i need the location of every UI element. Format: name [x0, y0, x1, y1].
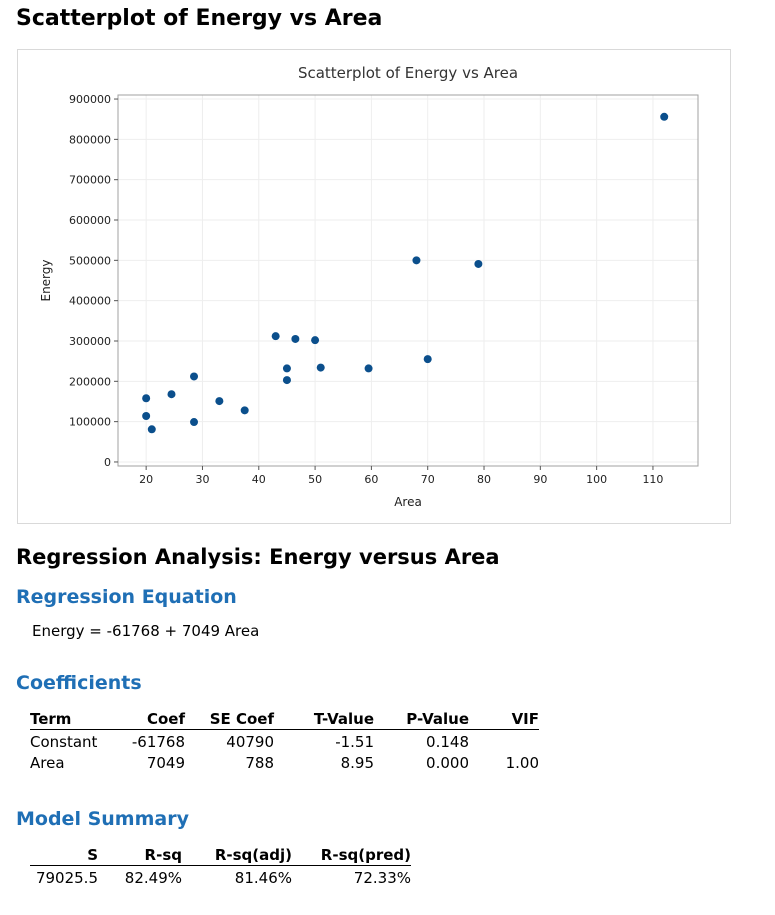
table-row: Area 7049 788 8.95 0.000 1.00 — [30, 751, 539, 772]
x-tick-label: 30 — [195, 473, 209, 486]
data-point — [412, 256, 421, 265]
x-tick-label: 60 — [364, 473, 378, 486]
y-tick-label: 600000 — [69, 214, 111, 227]
summary-cell: 82.49% — [124, 869, 182, 887]
data-point — [142, 394, 151, 403]
summary-header-r-sq-pred: R-sq(pred) — [292, 846, 411, 866]
x-tick-label: 70 — [421, 473, 435, 486]
data-point — [474, 259, 483, 268]
y-tick-label: 200000 — [69, 375, 111, 388]
page-title: Scatterplot of Energy vs Area — [16, 6, 383, 31]
y-tick-label: 500000 — [69, 254, 111, 267]
data-point — [190, 418, 199, 427]
coef-header-se-coef: SE Coef — [185, 710, 274, 730]
coef-cell: Area — [30, 754, 65, 772]
coef-cell: -61768 — [131, 733, 185, 751]
plot-frame — [117, 94, 699, 467]
regression-title: Regression Analysis: Energy versus Area — [16, 545, 500, 569]
model-summary-header-row: S R-sq R-sq(adj) R-sq(pred) — [30, 846, 411, 866]
regression-equation-heading: Regression Equation — [16, 586, 237, 608]
model-summary-table: S R-sq R-sq(adj) R-sq(pred) 79025.5 82.4… — [30, 846, 411, 887]
y-tick-label: 700000 — [69, 174, 111, 187]
regression-equation: Energy = -61768 + 7049 Area — [32, 622, 260, 640]
scatterplot-chart: Scatterplot of Energy vs Area 20 30 40 50 60 7… — [17, 49, 731, 524]
chart-title: Scatterplot of Energy vs Area — [298, 64, 518, 82]
coef-cell: 40790 — [226, 733, 274, 751]
coef-cell: 8.95 — [340, 754, 374, 772]
y-tick-label: 100000 — [69, 416, 111, 429]
y-axis-label: Energy — [39, 259, 53, 301]
y-tick-label: 0 — [104, 456, 111, 469]
data-point — [147, 425, 156, 434]
summary-header-r-sq: R-sq — [98, 846, 182, 866]
chart-svg: Scatterplot of Energy vs Area 20 30 40 50 60 7… — [39, 64, 699, 509]
data-point — [167, 390, 176, 399]
summary-cell: 81.46% — [234, 869, 292, 887]
x-tick-label: 40 — [252, 473, 266, 486]
coef-header-coef: Coef — [110, 710, 185, 730]
data-point — [423, 355, 432, 364]
data-point — [282, 376, 291, 385]
plot-area — [118, 95, 698, 466]
table-row: 79025.5 82.49% 81.46% 72.33% — [30, 866, 411, 887]
y-tick-label: 300000 — [69, 335, 111, 348]
y-tick-label: 400000 — [69, 295, 111, 308]
x-tick-label: 80 — [477, 473, 491, 486]
x-axis-label: Area — [394, 495, 422, 509]
data-point — [282, 364, 291, 373]
model-summary-heading: Model Summary — [16, 808, 189, 830]
data-point — [316, 363, 325, 372]
data-point — [142, 411, 151, 420]
x-tick-label: 100 — [586, 473, 607, 486]
x-tick-label: 50 — [308, 473, 322, 486]
data-point — [291, 334, 300, 343]
data-point — [271, 332, 280, 341]
coef-cell: 1.00 — [505, 754, 539, 772]
y-tick-label: 800000 — [69, 133, 111, 146]
coef-header-t-value: T-Value — [274, 710, 374, 730]
coef-cell: 788 — [245, 754, 274, 772]
coef-header-p-value: P-Value — [374, 710, 469, 730]
coef-header-term: Term — [30, 710, 110, 730]
coefficients-header-row: Term Coef SE Coef T-Value P-Value VIF — [30, 710, 539, 730]
summary-cell: 79025.5 — [35, 869, 98, 887]
table-row: Constant -61768 40790 -1.51 0.148 — [30, 730, 539, 752]
coef-header-vif: VIF — [469, 710, 539, 730]
coefficients-table: Term Coef SE Coef T-Value P-Value VIF Co… — [30, 710, 539, 772]
x-tick-label: 90 — [533, 473, 547, 486]
x-tick-label: 20 — [139, 473, 153, 486]
x-tick-label: 110 — [642, 473, 663, 486]
summary-header-r-sq-adj: R-sq(adj) — [182, 846, 292, 866]
coefficients-heading: Coefficients — [16, 672, 142, 694]
coef-cell: 0.000 — [426, 754, 469, 772]
data-point — [240, 406, 249, 415]
data-point — [364, 364, 373, 373]
data-point — [190, 372, 199, 381]
coef-cell — [469, 730, 539, 752]
y-tick-label: 900000 — [69, 93, 111, 106]
data-point — [311, 336, 320, 345]
summary-header-s: S — [30, 846, 98, 866]
coef-cell: 0.148 — [426, 733, 469, 751]
summary-cell: 72.33% — [353, 869, 411, 887]
data-point — [660, 112, 669, 121]
coef-cell: -1.51 — [335, 733, 374, 751]
data-point — [215, 397, 224, 406]
coef-cell: Constant — [30, 733, 98, 751]
coef-cell: 7049 — [146, 754, 185, 772]
